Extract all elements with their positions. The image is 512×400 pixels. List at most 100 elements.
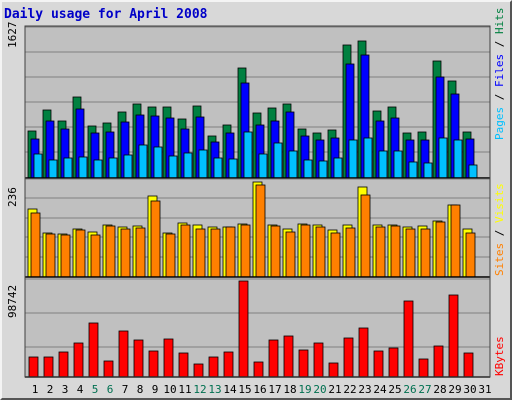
visits-bar-sites-8 [135,227,146,278]
hits-bar-pages-10 [168,155,178,179]
kbytes-bar-kbytes-12 [193,363,204,378]
visits-bar-sites-14 [225,226,236,278]
day-label-15: 15 [238,383,251,396]
kbytes-bar-kbytes-9 [148,350,159,378]
visits-bar-sites-3 [60,234,71,278]
hits-bar-pages-24 [378,150,388,179]
visits-bar-sites-28 [435,221,446,278]
kbytes-bar-kbytes-15 [238,280,249,378]
hits-bar-pages-22 [348,139,358,179]
hits-bar-pages-17 [273,142,283,179]
day-label-16: 16 [253,383,266,396]
hits-bar-pages-4 [78,156,88,179]
kbytes-bar-kbytes-7 [118,330,129,378]
hits-bar-pages-8 [138,144,148,179]
hits-bar-pages-25 [393,150,403,179]
hits-bar-pages-18 [288,150,298,179]
day-label-2: 2 [47,383,54,396]
hits-bar-pages-7 [123,154,133,179]
chart-title: Daily usage for April 2008 [4,7,208,22]
hits-bar-pages-23 [363,137,373,179]
kbytes-bar-kbytes-25 [388,347,399,378]
visits-bar-sites-11 [180,224,191,278]
hits-bar-pages-28 [438,137,448,179]
kbytes-bar-kbytes-6 [103,360,114,378]
day-label-20: 20 [313,383,326,396]
day-label-25: 25 [388,383,401,396]
day-label-23: 23 [358,383,371,396]
hits-bar-pages-11 [183,152,193,179]
visits-bar-sites-16 [255,184,266,278]
visits-bar-sites-17 [270,225,281,278]
visits-bar-sites-10 [165,233,176,278]
hits-bar-pages-1 [33,153,43,179]
day-label-6: 6 [107,383,114,396]
visits-bar-sites-29 [450,204,461,278]
day-label-3: 3 [62,383,69,396]
day-label-30: 30 [463,383,476,396]
visits-bar-sites-4 [75,229,86,278]
visits-bar-sites-5 [90,234,101,278]
kbytes-bar-kbytes-4 [73,342,84,378]
kbytes-bar-kbytes-20 [313,342,324,378]
kbytes-bar-kbytes-29 [448,294,459,378]
kbytes-bar-kbytes-24 [373,350,384,378]
day-label-14: 14 [223,383,237,396]
visits-bar-sites-30 [465,232,476,278]
plot-border [24,25,491,378]
kbytes-bar-kbytes-23 [358,327,369,378]
visits-bar-sites-22 [345,227,356,278]
visits-bar-sites-26 [405,228,416,278]
kbytes-bar-kbytes-19 [298,349,309,378]
day-label-13: 13 [208,383,221,396]
kbytes-bar-kbytes-11 [178,352,189,378]
kbytes-bar-kbytes-13 [208,356,219,378]
day-label-8: 8 [137,383,144,396]
visits-bar-sites-15 [240,224,251,278]
day-label-10: 10 [163,383,176,396]
day-label-22: 22 [343,383,356,396]
day-label-18: 18 [283,383,296,396]
visits-bar-sites-13 [210,228,221,278]
visits-bar-sites-6 [105,225,116,278]
visits-bar-sites-27 [420,228,431,278]
hits-bar-pages-27 [423,162,433,179]
hits-bar-pages-14 [228,158,238,179]
hits-bar-pages-3 [63,157,73,179]
kbytes-bar-kbytes-3 [58,351,69,378]
kbytes-bar-kbytes-8 [133,339,144,378]
kbytes-bar-kbytes-2 [43,356,54,378]
kbytes-bar-kbytes-26 [403,300,414,378]
visits-bar-sites-7 [120,228,131,278]
kbytes-bar-kbytes-5 [88,322,99,378]
visits-bar-sites-24 [375,226,386,278]
kbytes-bar-kbytes-1 [28,356,39,378]
kbytes-bar-kbytes-22 [343,337,354,378]
visits-bar-sites-21 [330,232,341,278]
hits-bar-pages-19 [303,159,313,179]
hits-bar-pages-9 [153,146,163,179]
visits-bar-sites-25 [390,225,401,278]
day-label-11: 11 [178,383,191,396]
kbytes-bar-kbytes-10 [163,338,174,378]
day-label-5: 5 [92,383,99,396]
day-label-12: 12 [193,383,206,396]
day-label-19: 19 [298,383,311,396]
hits-bar-pages-20 [318,160,328,179]
day-label-7: 7 [122,383,129,396]
hits-bar-pages-5 [93,159,103,179]
hits-bar-pages-6 [108,157,118,179]
kbytes-bar-kbytes-30 [463,352,474,378]
kbytes-bar-kbytes-28 [433,345,444,378]
kbytes-bar-kbytes-27 [418,358,429,378]
day-label-28: 28 [433,383,446,396]
day-label-1: 1 [32,383,39,396]
hits-bar-pages-12 [198,149,208,179]
day-label-31: 31 [478,383,491,396]
hits-bar-pages-21 [333,157,343,179]
day-label-29: 29 [448,383,461,396]
visits-bar-sites-9 [150,200,161,278]
visits-bar-sites-12 [195,228,206,278]
day-label-21: 21 [328,383,341,396]
